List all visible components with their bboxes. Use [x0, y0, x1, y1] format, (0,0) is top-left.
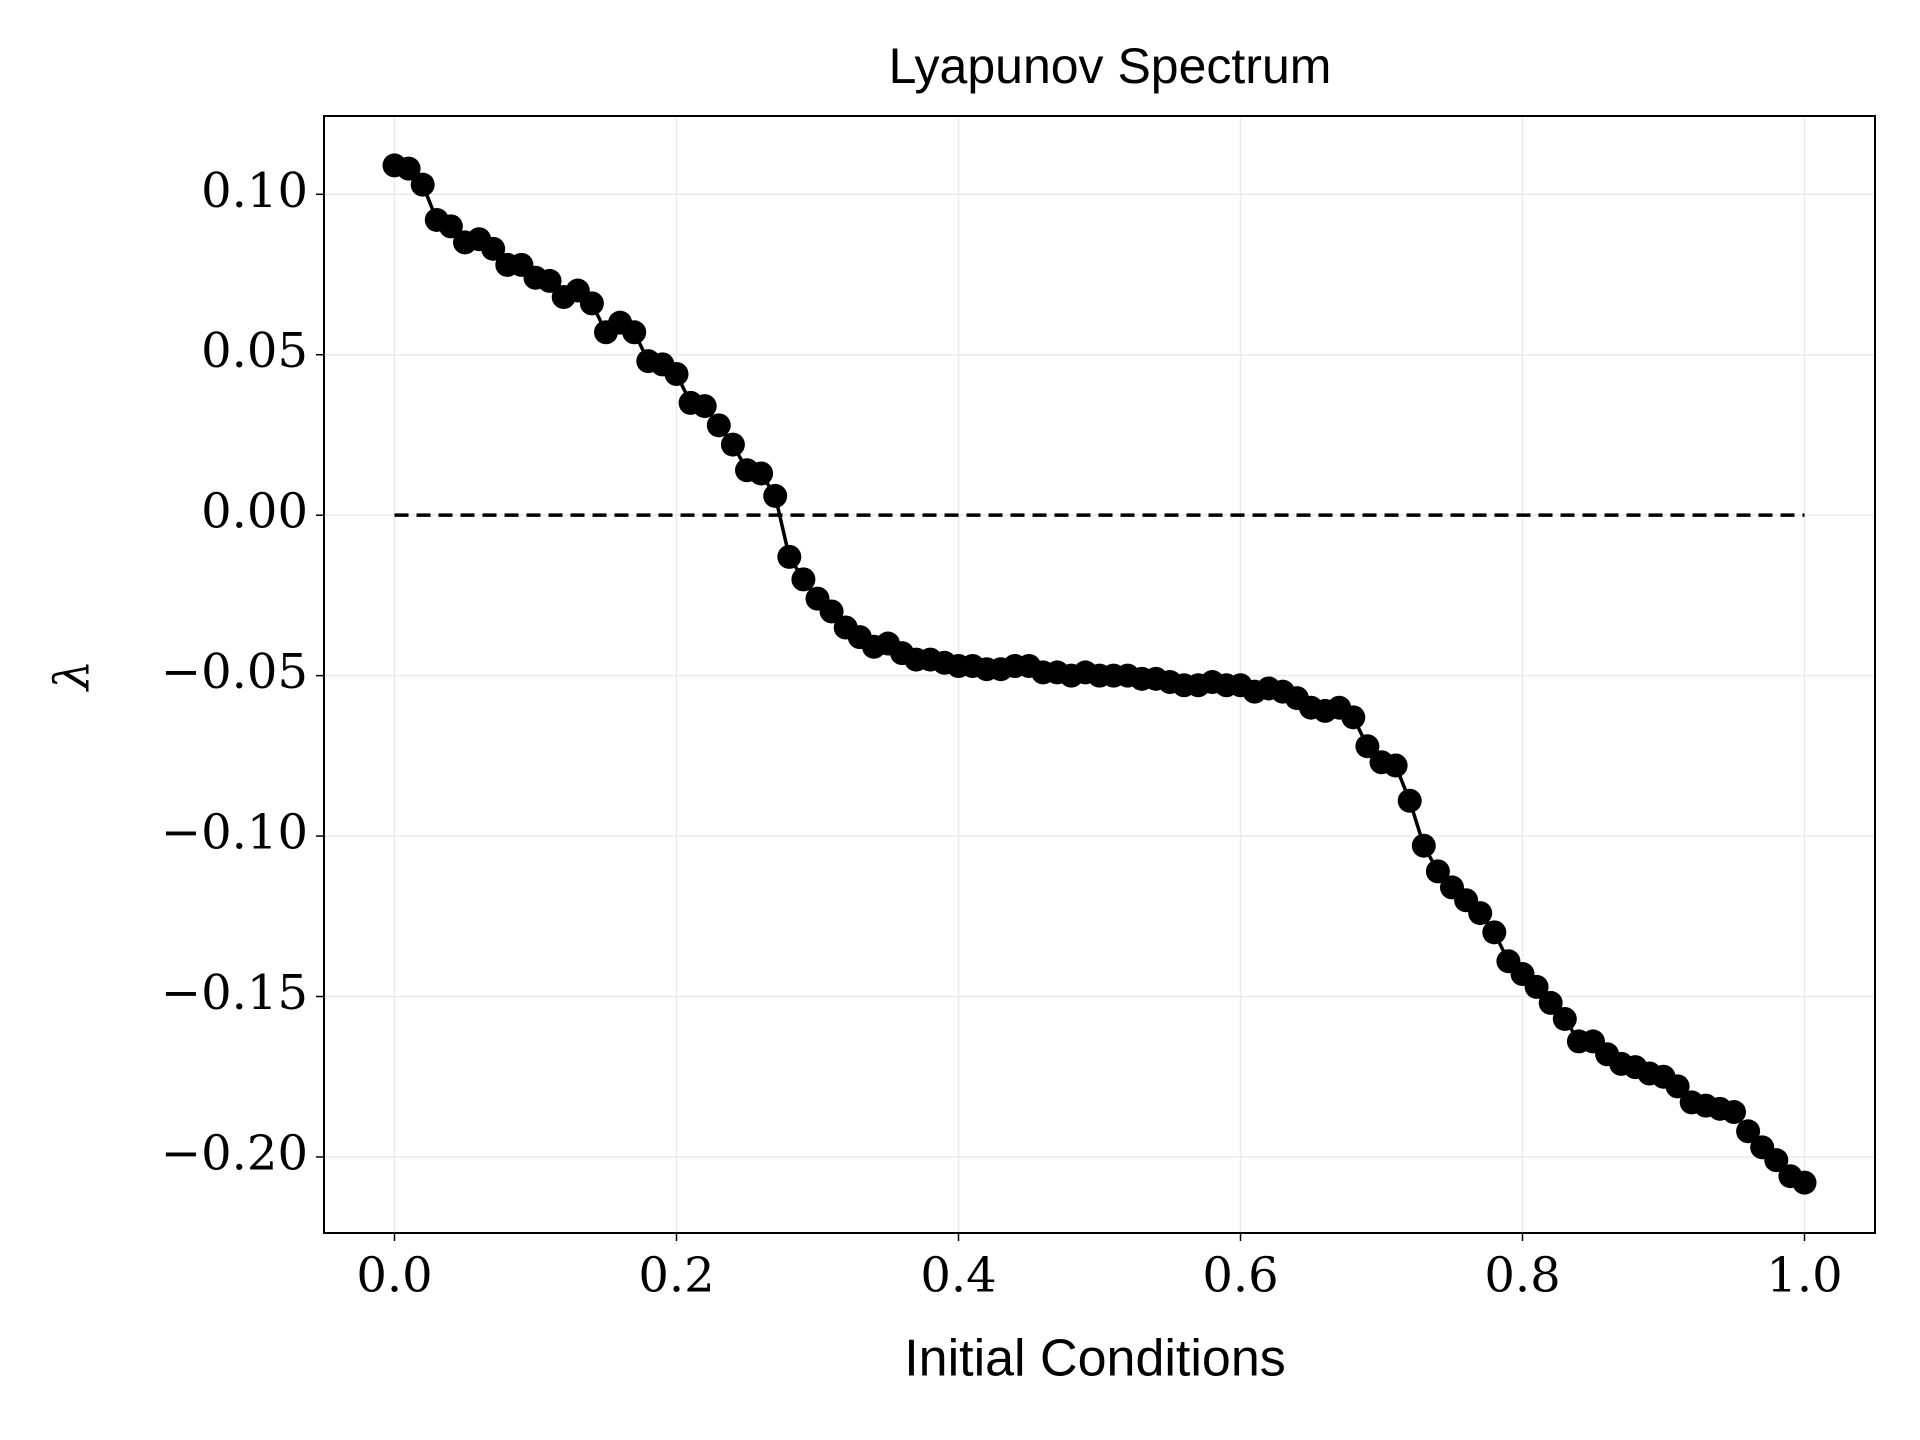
data-point: [1665, 1074, 1690, 1099]
data-point: [664, 361, 689, 386]
data-point: [481, 236, 506, 261]
data-point: [1355, 734, 1380, 759]
y-tick-label: −0.10: [161, 805, 308, 861]
data-point: [749, 461, 774, 486]
data-point: [1792, 1170, 1817, 1195]
data-point: [706, 413, 731, 438]
data-point: [1736, 1119, 1761, 1144]
data-point: [1397, 788, 1422, 813]
data-point: [1524, 974, 1549, 999]
data-point: [1468, 901, 1493, 926]
x-tick-label: 0.4: [920, 1248, 996, 1304]
data-point: [410, 172, 435, 197]
data-point: [692, 394, 717, 419]
y-tick-label: −0.20: [161, 1125, 308, 1181]
data-point: [1538, 990, 1563, 1015]
y-tick-label: 0.00: [201, 484, 308, 540]
y-tick-label: 0.05: [201, 323, 308, 379]
data-point: [791, 567, 816, 592]
x-tick-label: 0.2: [638, 1248, 714, 1304]
x-tick-label: 0.0: [356, 1248, 432, 1304]
data-point: [396, 156, 421, 181]
x-tick-label: 1.0: [1766, 1248, 1842, 1304]
data-point: [537, 268, 562, 293]
data-point: [622, 320, 647, 345]
data-point: [438, 214, 463, 239]
data-point: [819, 599, 844, 624]
data-point: [763, 483, 788, 508]
data-point: [1411, 833, 1436, 858]
data-point: [1722, 1100, 1746, 1125]
plot-frame: [323, 115, 1876, 1234]
chart-title: Lyapunov Spectrum: [889, 38, 1332, 94]
y-tick-label: −0.15: [161, 965, 308, 1021]
data-point: [1341, 705, 1366, 730]
data-point: [1764, 1148, 1789, 1173]
x-axis-label: Initial Conditions: [904, 1330, 1286, 1388]
x-tick-label: 0.6: [1202, 1248, 1278, 1304]
y-axis-label: λ: [45, 660, 101, 692]
data-point: [1383, 753, 1408, 778]
data-point: [579, 291, 604, 316]
data-point: [1552, 1006, 1577, 1031]
data-point: [1482, 920, 1507, 945]
y-tick-label: 0.10: [201, 163, 308, 219]
y-tick-label: −0.05: [161, 644, 308, 700]
data-point: [1425, 859, 1450, 884]
x-tick-label: 0.8: [1484, 1248, 1560, 1304]
data-point: [777, 544, 802, 569]
data-point: [720, 432, 745, 457]
